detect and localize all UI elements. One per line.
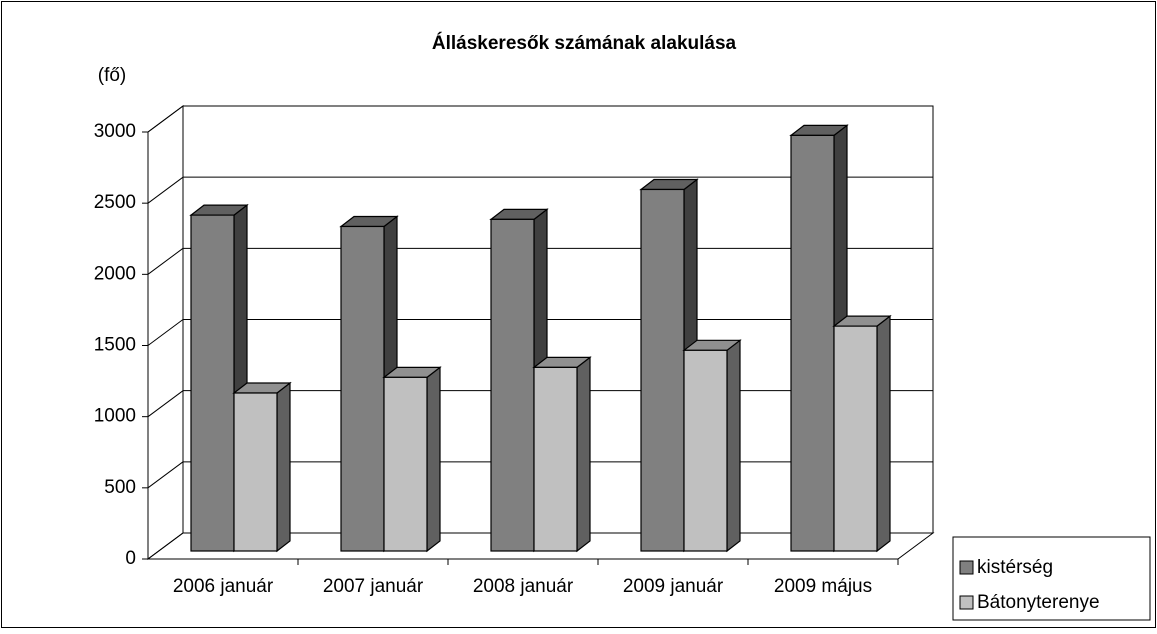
x-tick-label: 2007 január <box>323 576 424 597</box>
y-tick-label: 0 <box>125 548 136 569</box>
bar <box>790 134 835 552</box>
bar <box>233 392 278 552</box>
y-axis-label: (fő) <box>98 65 127 86</box>
y-tick-label: 2500 <box>94 192 136 213</box>
grid-line <box>147 176 184 204</box>
legend-swatch <box>959 560 974 575</box>
x-tick-label: 2009 január <box>623 576 724 597</box>
grid-line <box>147 247 184 275</box>
grid-line <box>147 319 184 346</box>
bar <box>833 325 878 552</box>
chart-title: Álláskeresők számának alakulása <box>432 32 737 54</box>
bar-side <box>576 356 591 553</box>
bar <box>683 349 728 552</box>
bar <box>340 225 385 552</box>
y-tick-label: 2000 <box>94 263 136 284</box>
bar-side <box>276 381 291 553</box>
grid-line <box>147 532 184 560</box>
y-tick-label: 500 <box>104 477 136 498</box>
bar-side <box>426 366 441 553</box>
x-tick-label: 2009 május <box>774 576 872 597</box>
y-tick-label: 1500 <box>94 335 136 356</box>
legend-swatch <box>959 595 974 610</box>
bar <box>383 376 428 552</box>
bar-side <box>726 339 741 553</box>
bar <box>190 214 235 552</box>
bar <box>533 366 578 552</box>
grid-line <box>147 105 184 133</box>
bar-side <box>876 314 891 553</box>
y-tick-label: 3000 <box>94 121 136 142</box>
bar <box>640 188 685 552</box>
x-tick-label: 2008 január <box>473 576 574 597</box>
y-tick-label: 1000 <box>94 406 136 427</box>
legend-box <box>952 536 1151 621</box>
legend-label: kistérség <box>977 557 1053 578</box>
bar <box>490 218 535 552</box>
grid-line <box>147 390 184 418</box>
grid-line <box>147 461 184 489</box>
legend-label: Bátonyterenye <box>977 592 1100 613</box>
x-tick-label: 2006 január <box>173 576 274 597</box>
